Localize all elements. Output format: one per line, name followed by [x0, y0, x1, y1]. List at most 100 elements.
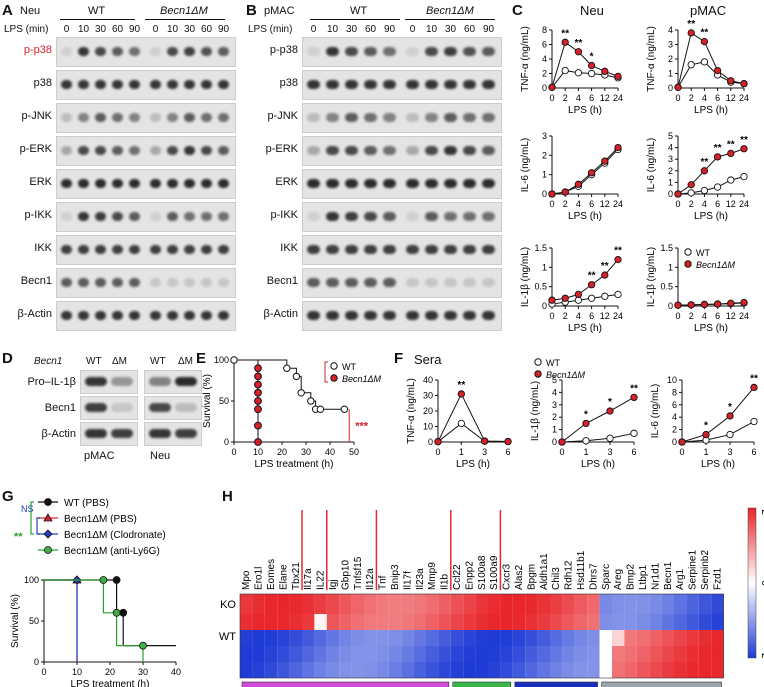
blot-band: [345, 113, 358, 122]
x-tick-label: 0: [41, 667, 46, 677]
heatmap-cell: [612, 646, 625, 662]
blot-band: [167, 278, 178, 287]
blot-band: [201, 47, 212, 56]
heatmap-cell: [636, 662, 650, 678]
heatmap-cell: [252, 646, 265, 662]
heatmap-cell: [711, 630, 724, 646]
x-tick-label: 40: [171, 667, 181, 677]
heatmap-cell: [351, 646, 364, 662]
heatmap-cell: [661, 630, 674, 646]
blot-band: [425, 146, 438, 155]
gene-label: IL22: [316, 570, 327, 590]
heatmap-cell: [562, 662, 575, 678]
heatmap-cell: [500, 614, 513, 630]
cluster-bar-1: [452, 681, 512, 687]
gene-label: Enpp2: [464, 561, 475, 590]
heatmap-cell: [264, 614, 278, 630]
x-tick-label: 2: [689, 93, 694, 103]
heatmap-cell: [438, 630, 451, 646]
blot-band: [184, 311, 195, 320]
blot-band: [167, 311, 178, 320]
row-label-wt: WT: [219, 631, 236, 643]
heatmap-cell: [661, 614, 674, 630]
heatmap-cell: [364, 646, 377, 662]
y-tick-label: 0: [668, 301, 673, 311]
blot-strip: [144, 422, 202, 446]
data-point: [601, 67, 609, 75]
heatmap-cell: [450, 662, 464, 678]
heatmap-cell: [264, 594, 278, 614]
blot-band: [95, 278, 106, 287]
blot-band: [78, 212, 89, 221]
series-line-wt: [551, 149, 619, 195]
blot-label-0: Pro–IL-1β: [27, 376, 76, 388]
blot-band: [406, 179, 419, 188]
heatmap-cell: [550, 614, 563, 630]
y-tick-label: 0: [542, 301, 547, 311]
timepoint-label: 10: [425, 24, 438, 35]
gene-label: Mpo: [241, 570, 252, 590]
blot-band: [345, 278, 358, 287]
heatmap-cell: [314, 662, 327, 678]
timepoint-label: 90: [217, 24, 230, 35]
heatmap-cell: [475, 646, 488, 662]
blot-band: [129, 311, 140, 320]
heatmap-cell: [388, 630, 402, 646]
blot-band: [218, 311, 229, 320]
heatmap-cell: [661, 662, 674, 678]
data-point: [687, 29, 695, 37]
data-point: [457, 390, 465, 398]
blot-band: [345, 245, 358, 254]
blot-band: [406, 47, 419, 56]
data-point: [139, 641, 147, 650]
blot-band: [307, 80, 320, 89]
data-point: [457, 419, 465, 428]
blot-band: [149, 403, 171, 412]
heatmap-cell: [599, 594, 612, 614]
heatmap-cell: [512, 614, 526, 630]
blot-label-5: p-IKK: [24, 209, 52, 221]
blot-band: [218, 113, 229, 122]
data-point: [614, 72, 622, 81]
heatmap-cell: [537, 594, 550, 614]
blot-band: [129, 80, 140, 89]
x-tick-label: 6: [715, 311, 720, 321]
panel-b-cell: pMAC: [264, 5, 295, 17]
heatmap-cell: [674, 614, 687, 630]
blot-strip: [56, 235, 236, 265]
bracket-green: [30, 501, 34, 535]
panel-g-letter: G: [2, 488, 14, 505]
y-tick-label: 2: [552, 412, 557, 422]
legend-marker-ko: [534, 370, 542, 378]
significance-mark: **: [588, 271, 596, 282]
data-point: [254, 421, 262, 430]
data-point: [481, 437, 489, 445]
x-tick-label: 4: [702, 311, 707, 321]
blot-band: [149, 429, 171, 438]
gene-label: Ltbp1: [638, 565, 649, 590]
y-tick-label: 4: [668, 143, 673, 153]
y-axis-label: IL-6 (ng/mL): [646, 138, 657, 192]
heatmap-cell: [686, 594, 699, 614]
panel-d-letter: D: [2, 350, 13, 367]
blot-band: [175, 429, 197, 438]
x-tick-label: 6: [715, 93, 720, 103]
heatmap-cell: [463, 630, 476, 646]
heatmap-cell: [401, 646, 414, 662]
blot-strip: [144, 370, 202, 394]
series-line-wt: [561, 432, 635, 443]
blot-band: [463, 80, 476, 89]
x-axis-label: LPS treatment (h): [71, 679, 150, 687]
heatmap-cell: [674, 630, 687, 646]
heatmap-cell: [636, 614, 650, 630]
heatmap-cell: [277, 614, 290, 630]
x-tick-label: 4: [576, 199, 581, 209]
blot-band: [463, 212, 476, 221]
gene-label: Rdh12: [564, 560, 575, 590]
blot-label-3: p-ERK: [265, 143, 298, 155]
blot-band: [482, 278, 495, 287]
x-tick-label: 30: [138, 667, 148, 677]
blot-band: [307, 47, 320, 56]
data-point: [601, 157, 609, 165]
color-scale-label: -2: [759, 650, 764, 659]
